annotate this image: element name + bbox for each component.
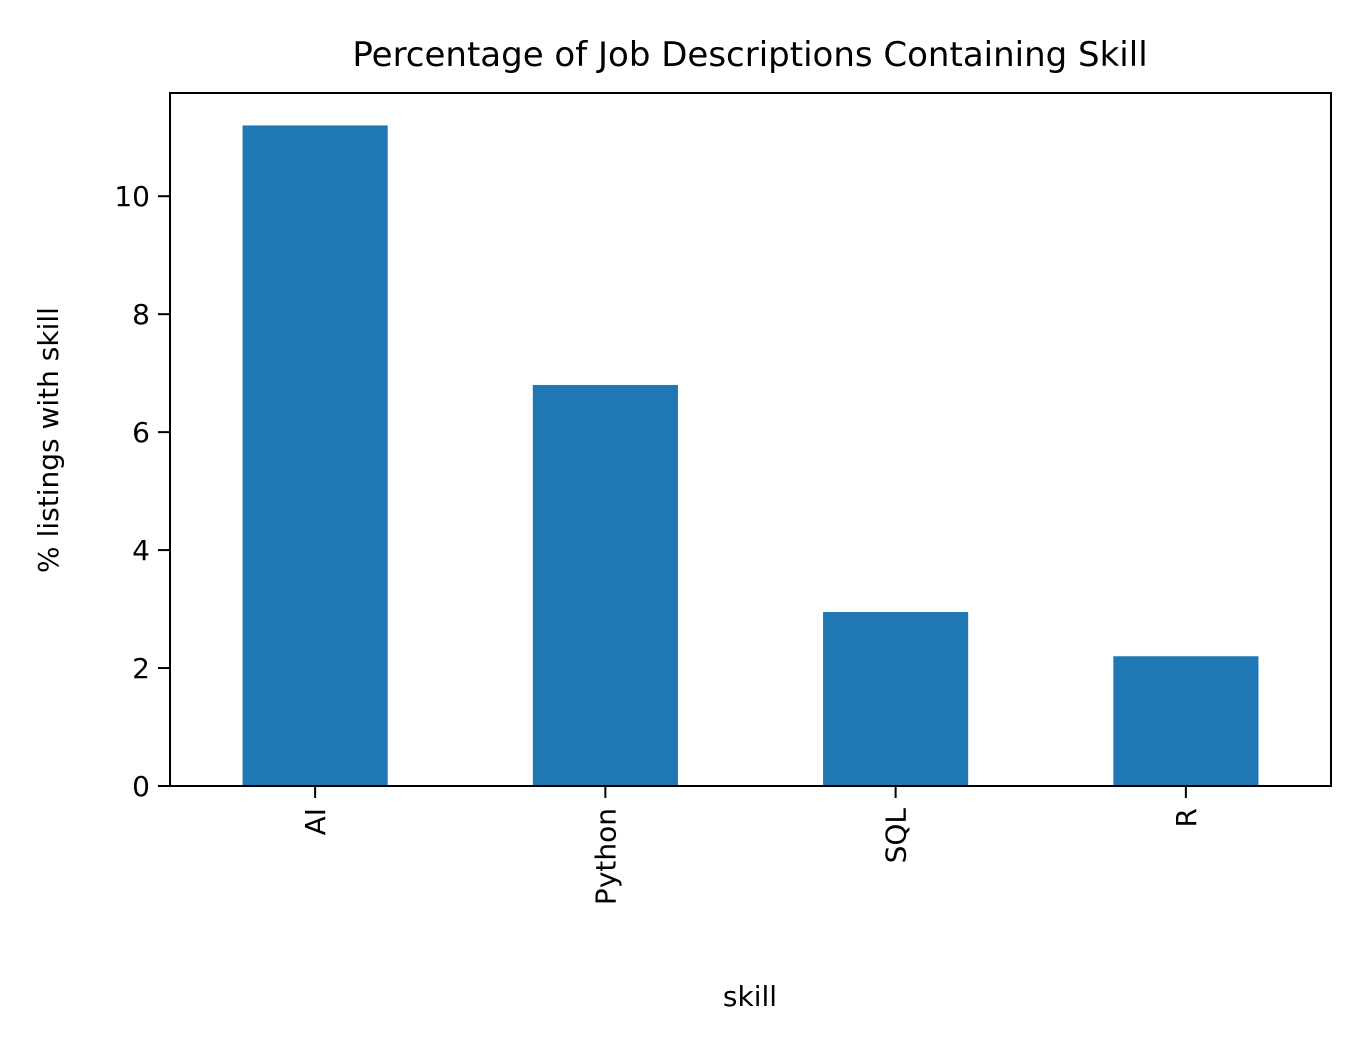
y-tick-label: 8 bbox=[132, 298, 150, 331]
plot-frame bbox=[169, 92, 1332, 787]
x-axis-label: skill bbox=[723, 980, 777, 1013]
bar-sql bbox=[823, 612, 969, 786]
x-tick-label: R bbox=[1170, 808, 1203, 827]
y-axis: 0 2 4 6 8 10 bbox=[114, 180, 170, 803]
y-tick-label: 4 bbox=[132, 534, 150, 567]
y-tick-label: 10 bbox=[114, 180, 150, 213]
bar-r bbox=[1113, 656, 1259, 786]
bar-ai bbox=[242, 125, 388, 787]
x-tick-label: AI bbox=[299, 808, 332, 835]
y-tick-label: 0 bbox=[132, 770, 150, 803]
x-tick-label: SQL bbox=[880, 808, 913, 864]
bar-python bbox=[532, 384, 678, 786]
y-tick-label: 6 bbox=[132, 416, 150, 449]
x-tick-label: Python bbox=[589, 808, 622, 905]
chart-title: Percentage of Job Descriptions Containin… bbox=[352, 35, 1147, 75]
y-tick-label: 2 bbox=[132, 652, 150, 685]
bars-layer bbox=[242, 125, 1259, 787]
y-axis-label: % listings with skill bbox=[32, 307, 65, 573]
x-axis: AI Python SQL R bbox=[299, 786, 1203, 905]
